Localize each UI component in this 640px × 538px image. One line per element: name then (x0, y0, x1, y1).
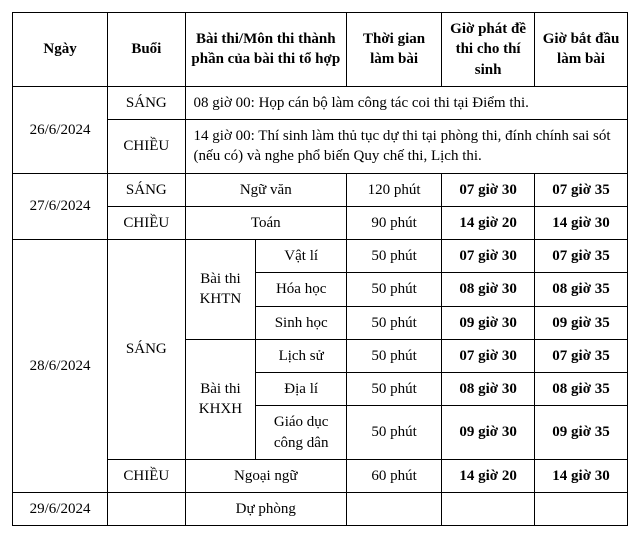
cell-phat: 08 giờ 30 (442, 373, 535, 406)
hdr-thoigian: Thời gian làm bài (347, 13, 442, 87)
cell-bat: 07 giờ 35 (535, 173, 628, 206)
cell-group-khxh: Bài thi KHXH (185, 339, 256, 459)
row-28-vatli: 28/6/2024 SÁNG Bài thi KHTN Vật lí 50 ph… (13, 240, 628, 273)
cell-mon: Ngữ văn (185, 173, 346, 206)
cell-buoi: SÁNG (108, 173, 185, 206)
hdr-batdau: Giờ bắt đầu làm bài (535, 13, 628, 87)
cell-ngay-27: 27/6/2024 (13, 173, 108, 240)
cell-ngay-29: 29/6/2024 (13, 493, 108, 526)
cell-tg: 60 phút (347, 459, 442, 492)
cell-mon: Dự phòng (185, 493, 346, 526)
header-row: Ngày Buổi Bài thi/Môn thi thành phần của… (13, 13, 628, 87)
schedule-table: Ngày Buổi Bài thi/Môn thi thành phần của… (12, 12, 628, 526)
cell-tg: 50 phút (347, 306, 442, 339)
cell-phat: 07 giờ 30 (442, 173, 535, 206)
cell-bat: 14 giờ 30 (535, 459, 628, 492)
cell-phat: 14 giờ 20 (442, 206, 535, 239)
cell-buoi: SÁNG (108, 86, 185, 119)
cell-group-khtn: Bài thi KHTN (185, 240, 256, 340)
cell-mon: Giáo dục công dân (256, 406, 347, 460)
cell-tg: 50 phút (347, 240, 442, 273)
cell-bat: 07 giờ 35 (535, 339, 628, 372)
cell-phat: 07 giờ 30 (442, 339, 535, 372)
hdr-buoi: Buổi (108, 13, 185, 87)
cell-mon: Vật lí (256, 240, 347, 273)
row-26-sang: 26/6/2024 SÁNG 08 giờ 00: Họp cán bộ làm… (13, 86, 628, 119)
row-29: 29/6/2024 Dự phòng (13, 493, 628, 526)
cell-buoi (108, 493, 185, 526)
cell-mon: Lịch sử (256, 339, 347, 372)
cell-bat: 08 giờ 35 (535, 373, 628, 406)
cell-ngay-28: 28/6/2024 (13, 240, 108, 493)
cell-mon: Hóa học (256, 273, 347, 306)
cell-phat (442, 493, 535, 526)
cell-tg: 120 phút (347, 173, 442, 206)
hdr-mon: Bài thi/Môn thi thành phần của bài thi t… (185, 13, 346, 87)
cell-buoi: CHIỀU (108, 459, 185, 492)
cell-buoi: CHIỀU (108, 206, 185, 239)
cell-buoi: CHIỀU (108, 120, 185, 174)
cell-tg: 50 phút (347, 273, 442, 306)
cell-phat: 07 giờ 30 (442, 240, 535, 273)
cell-26-sang-text: 08 giờ 00: Họp cán bộ làm công tác coi t… (185, 86, 627, 119)
hdr-phatde: Giờ phát đề thi cho thí sinh (442, 13, 535, 87)
cell-phat: 14 giờ 20 (442, 459, 535, 492)
cell-mon: Ngoại ngữ (185, 459, 346, 492)
cell-tg: 50 phút (347, 406, 442, 460)
cell-tg (347, 493, 442, 526)
cell-tg: 50 phút (347, 373, 442, 406)
cell-bat: 07 giờ 35 (535, 240, 628, 273)
cell-bat: 09 giờ 35 (535, 406, 628, 460)
row-27-sang: 27/6/2024 SÁNG Ngữ văn 120 phút 07 giờ 3… (13, 173, 628, 206)
cell-phat: 09 giờ 30 (442, 406, 535, 460)
cell-buoi-sang: SÁNG (108, 240, 185, 460)
cell-tg: 50 phút (347, 339, 442, 372)
cell-phat: 08 giờ 30 (442, 273, 535, 306)
cell-bat: 09 giờ 35 (535, 306, 628, 339)
cell-mon: Địa lí (256, 373, 347, 406)
cell-mon: Toán (185, 206, 346, 239)
cell-tg: 90 phút (347, 206, 442, 239)
cell-ngay-26: 26/6/2024 (13, 86, 108, 173)
cell-bat (535, 493, 628, 526)
schedule-wrapper: Ngày Buổi Bài thi/Môn thi thành phần của… (12, 12, 628, 526)
cell-phat: 09 giờ 30 (442, 306, 535, 339)
cell-bat: 14 giờ 30 (535, 206, 628, 239)
cell-bat: 08 giờ 35 (535, 273, 628, 306)
hdr-ngay: Ngày (13, 13, 108, 87)
cell-mon: Sinh học (256, 306, 347, 339)
cell-26-chieu-text: 14 giờ 00: Thí sinh làm thủ tục dự thi t… (185, 120, 627, 174)
